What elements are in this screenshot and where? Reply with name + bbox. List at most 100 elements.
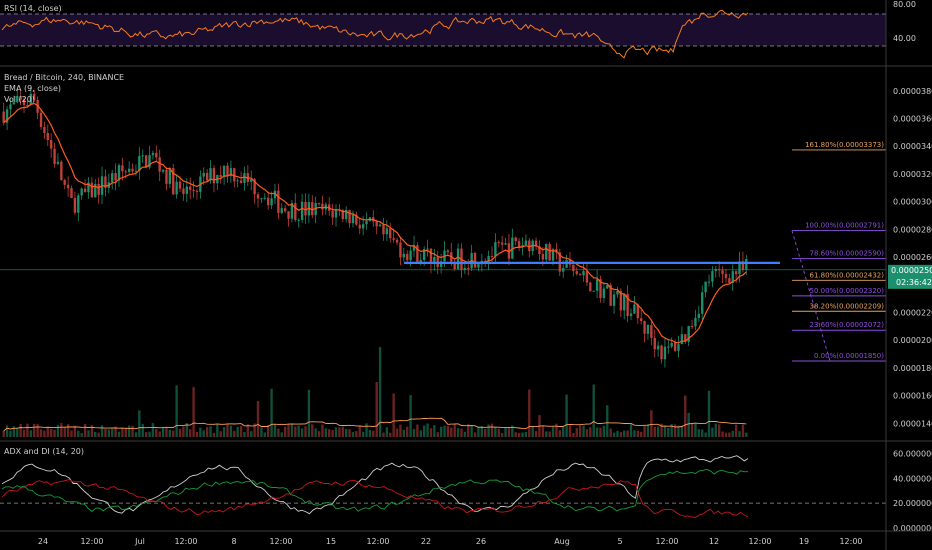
candle-body: [500, 242, 504, 245]
candle-body: [16, 95, 19, 103]
volume-bar: [185, 423, 188, 437]
candle-body: [701, 292, 704, 314]
volume-bar: [480, 426, 484, 437]
candle-body: [273, 190, 277, 199]
candle-body: [148, 155, 151, 168]
volume-bar: [168, 429, 172, 437]
volume-bar: [53, 429, 56, 437]
candle-body: [80, 188, 83, 196]
candle-body: [87, 182, 90, 193]
candle-body: [314, 203, 317, 216]
time-tick-label: 22: [421, 537, 431, 546]
volume-bar: [504, 427, 507, 437]
candle-body: [453, 261, 456, 270]
volume-bar: [219, 431, 222, 437]
volume-bar: [280, 432, 283, 437]
candle-body: [494, 242, 497, 257]
volume-bar: [43, 430, 46, 437]
candle-body: [378, 224, 382, 227]
candle-body: [331, 210, 334, 218]
volume-bar: [728, 432, 731, 437]
volume-bar: [599, 427, 602, 437]
candle-body: [263, 197, 266, 199]
volume-bar: [653, 426, 656, 437]
candle-body: [94, 183, 97, 198]
volume-bar: [412, 428, 416, 437]
volume-bar: [189, 429, 192, 437]
candle-body: [49, 139, 53, 149]
volume-bar: [731, 430, 734, 437]
volume-bar: [521, 432, 524, 437]
candle-body: [528, 240, 531, 252]
rsi-pane: RSI (14, close) 80.00 40.00: [0, 0, 916, 59]
candle-body: [406, 253, 409, 261]
candle-body: [290, 203, 294, 219]
candle-body: [541, 254, 545, 260]
volume-bar: [507, 427, 511, 437]
candle-body: [317, 203, 321, 205]
candle-body: [399, 242, 402, 258]
candles: [2, 85, 748, 368]
volume-bar: [121, 428, 124, 437]
volume-bar: [684, 395, 687, 437]
volume-bar: [161, 426, 165, 437]
volume-bar: [656, 426, 660, 437]
fib-level-label: 0.00%(0.00001850): [814, 352, 884, 360]
volume-bar: [94, 431, 97, 437]
volume-bar: [60, 423, 63, 437]
candle-body: [521, 245, 524, 248]
volume-bar: [409, 395, 412, 437]
candle-body: [260, 198, 263, 200]
volume-bar: [531, 425, 534, 437]
price-pane: 161.80%(0.00003373) 100.00%(0.00002791) 78…: [0, 73, 932, 437]
volume-bar: [341, 426, 344, 437]
time-tick-label: 24: [38, 537, 48, 546]
volume-bar: [623, 430, 626, 437]
candle-body: [677, 344, 680, 351]
candle-body: [73, 198, 77, 213]
volume-bar: [419, 430, 422, 437]
time-tick-label: 26: [476, 537, 486, 546]
candle-body: [29, 93, 33, 105]
candle-body: [385, 228, 389, 235]
time-tick-label: 15: [326, 537, 336, 546]
candle-body: [175, 181, 178, 195]
candle-body: [707, 281, 711, 283]
price-tick-label: 0.00002600: [893, 253, 932, 262]
rsi-band: [0, 14, 886, 46]
volume-bar: [77, 430, 80, 437]
volume-bar: [195, 431, 199, 437]
candle-body: [253, 179, 256, 195]
time-tick-label: 12: [709, 537, 719, 546]
candle-body: [433, 257, 436, 264]
candle-body: [202, 172, 205, 177]
volume-bar: [399, 424, 402, 437]
volume-bar: [626, 430, 629, 437]
volume-bar: [16, 427, 19, 437]
volume-bar: [694, 423, 697, 437]
volume-bar: [365, 423, 368, 437]
candle-body: [687, 326, 690, 342]
candle-body: [426, 248, 429, 250]
price-tick-label: 0.00001600: [893, 392, 932, 401]
candle-body: [653, 337, 656, 350]
volume-bar: [741, 424, 745, 437]
candle-body: [572, 264, 575, 272]
volume-bar: [470, 426, 473, 437]
volume-bar: [131, 425, 134, 437]
volume-bar: [460, 428, 463, 437]
candle-body: [412, 245, 416, 251]
price-tick-label: 0.00001800: [893, 364, 932, 373]
volume-bar: [667, 427, 670, 437]
volume-bar: [175, 385, 178, 437]
candle-body: [589, 282, 592, 292]
volume-bar: [151, 423, 155, 437]
candle-body: [114, 173, 117, 181]
volume-bar: [450, 427, 453, 437]
fib-extension[interactable]: 161.80%(0.00003373) 100.00%(0.00002791) 78…: [791, 141, 886, 362]
candle-body: [56, 161, 60, 165]
candle-body: [734, 271, 738, 275]
volume-bar: [392, 393, 395, 437]
volume-bar: [253, 423, 256, 437]
